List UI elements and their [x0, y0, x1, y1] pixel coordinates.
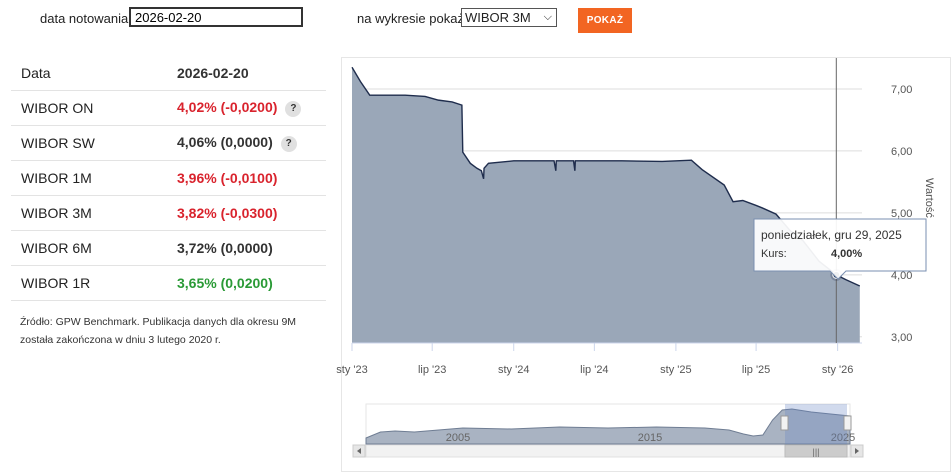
chart-select-value: WIBOR 3M: [465, 10, 531, 25]
rate-value: 3,96% (-0,0100): [177, 160, 326, 196]
tooltip-value: 4,00%: [831, 248, 862, 260]
x-tick-label: sty '25: [660, 364, 691, 376]
navigator-handle-right[interactable]: [843, 415, 852, 431]
source-note: Źródło: GPW Benchmark. Publikacja danych…: [20, 316, 297, 346]
chart-container: [341, 57, 951, 472]
x-tick-label: lip '23: [418, 364, 446, 376]
scrollbar-grip-icon: |||: [812, 447, 819, 457]
y-tick-label: 7,00: [891, 84, 912, 96]
x-tick-label: sty '26: [822, 364, 853, 376]
series-area: [352, 67, 860, 343]
rate-value: 4,06% (0,0000)?: [177, 125, 326, 161]
tooltip-label: Kurs:: [761, 248, 787, 260]
date-input[interactable]: [129, 7, 303, 27]
rate-value-text: 4,06% (0,0000): [177, 134, 273, 151]
y-tick-label: 5,00: [891, 208, 912, 220]
date-label: data notowania:: [40, 11, 132, 26]
rate-value: 3,72% (0,0000): [177, 230, 326, 266]
rate-value: 3,82% (-0,0300): [177, 195, 326, 231]
rate-value-text: 4,02% (-0,0200): [177, 99, 278, 116]
table-row: WIBOR 1R 3,65% (0,0200): [11, 265, 326, 301]
show-button[interactable]: POKAŻ: [578, 8, 632, 33]
y-tick-label: 3,00: [891, 332, 912, 344]
header-label: Data: [11, 56, 177, 91]
table-header-row: Data 2026-02-20: [11, 56, 326, 91]
rate-value: 3,65% (0,0200): [177, 265, 326, 301]
rate-value: 4,02% (-0,0200)?: [177, 90, 326, 126]
table-row: WIBOR 6M 3,72% (0,0000): [11, 230, 326, 266]
table-row: WIBOR SW 4,06% (0,0000)?: [11, 125, 326, 161]
rate-name: WIBOR ON: [11, 90, 177, 126]
x-tick-label: sty '24: [498, 364, 529, 376]
x-tick-label: lip '24: [580, 364, 608, 376]
y-axis-label: Wartość: [923, 178, 935, 218]
x-tick-label: sty '23: [336, 364, 367, 376]
tooltip-box: [753, 218, 927, 280]
chart-select[interactable]: WIBOR 3M ⌵: [461, 8, 557, 27]
rate-name: WIBOR 1M: [11, 160, 177, 196]
rates-table: Data 2026-02-20 WIBOR ON 4,02% (-0,0200)…: [11, 56, 326, 301]
help-icon[interactable]: ?: [285, 100, 302, 117]
x-tick-label: lip '25: [742, 364, 770, 376]
arrow-right-icon: [855, 448, 859, 454]
rate-name: WIBOR 3M: [11, 195, 177, 231]
help-icon[interactable]: ?: [280, 135, 297, 152]
chevron-down-icon: ⌵: [543, 11, 552, 23]
rate-name: WIBOR 6M: [11, 230, 177, 266]
table-row: WIBOR ON 4,02% (-0,0200)?: [11, 90, 326, 126]
y-tick-label: 6,00: [891, 146, 912, 158]
query-form: data notowania: na wykresie pokaż: WIBOR…: [0, 0, 952, 40]
series-line: [351, 66, 861, 287]
rate-name: WIBOR 1R: [11, 265, 177, 301]
header-date: 2026-02-20: [177, 56, 326, 91]
navigator-label: 2015: [638, 432, 662, 444]
table-row: WIBOR 1M 3,96% (-0,0100): [11, 160, 326, 196]
navigator-selection[interactable]: [785, 404, 847, 444]
y-tick-label: 4,00: [891, 270, 912, 282]
rate-name: WIBOR SW: [11, 125, 177, 161]
navigator-handle-left[interactable]: [780, 415, 789, 431]
navigator-label: 2005: [446, 432, 470, 444]
scrollbar-track[interactable]: [365, 444, 851, 458]
arrow-left-icon: [357, 448, 361, 454]
table-row: WIBOR 3M 3,82% (-0,0300): [11, 195, 326, 231]
navigator-label: 2025: [831, 432, 855, 444]
chart-select-label: na wykresie pokaż:: [357, 11, 468, 26]
scrollbar-thumb[interactable]: [784, 444, 848, 458]
navigator-area: [365, 408, 851, 445]
tooltip-date: poniedziałek, gru 29, 2025: [761, 228, 902, 242]
